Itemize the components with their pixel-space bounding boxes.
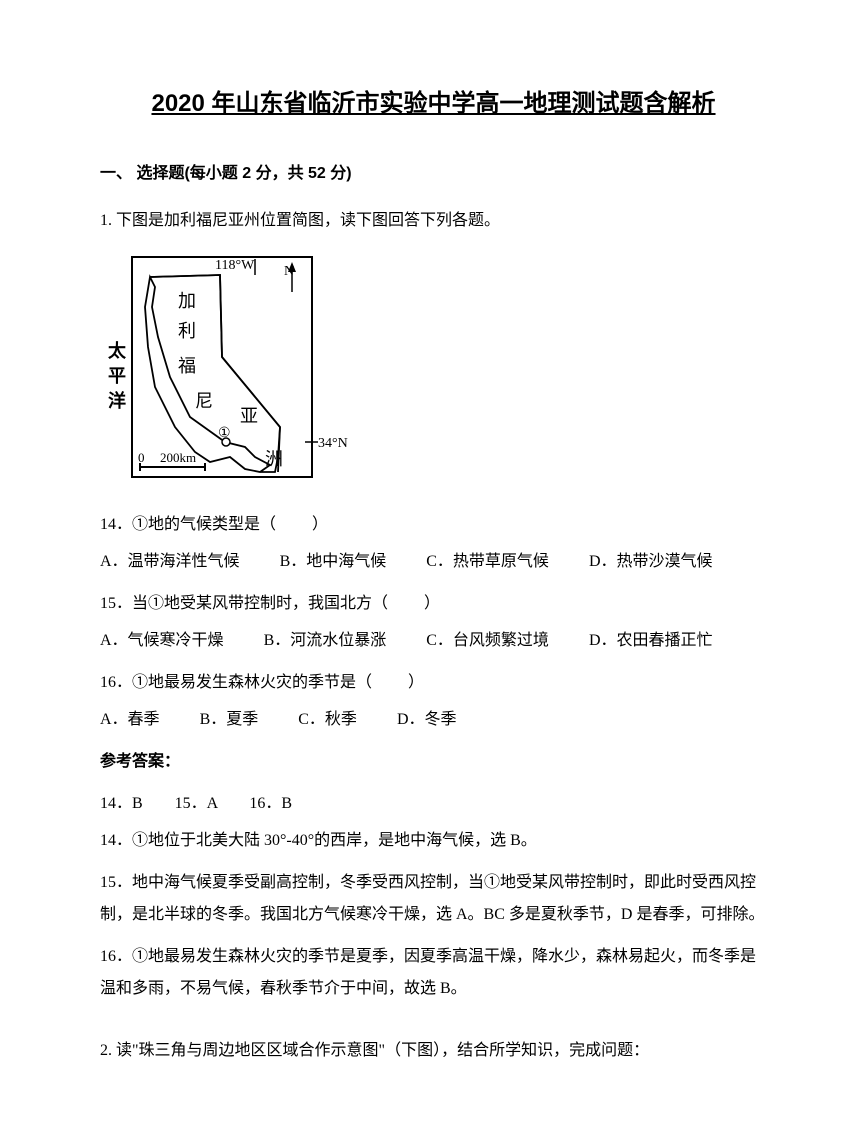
q14-stem: 14．①地的气候类型是（ ）: [100, 509, 767, 541]
svg-text:亚: 亚: [240, 406, 258, 426]
svg-text:①: ①: [218, 426, 231, 441]
exp15: 15．地中海气候夏季受副高控制，冬季受西风控制，当①地受某风带控制时，即此时受西…: [100, 867, 767, 931]
q15-opt-c: C．台风频繁过境: [426, 625, 549, 657]
svg-text:加: 加: [178, 291, 196, 311]
svg-text:洲: 洲: [265, 449, 283, 469]
answers: 14．B 15．A 16．B: [100, 788, 767, 820]
svg-text:0: 0: [138, 450, 145, 465]
svg-text:福: 福: [178, 356, 196, 376]
q15-stem: 15．当①地受某风带控制时，我国北方（ ）: [100, 588, 767, 620]
q15-opt-a: A．气候寒冷干燥: [100, 625, 224, 657]
q16-opt-d: D．冬季: [397, 704, 457, 736]
svg-text:洋: 洋: [108, 390, 126, 411]
q15-opt-b: B．河流水位暴涨: [264, 625, 387, 657]
q14-opt-d: D．热带沙漠气候: [589, 546, 713, 578]
q16-opt-c: C．秋季: [298, 704, 357, 736]
exp14: 14．①地位于北美大陆 30°-40°的西岸，是地中海气候，选 B。: [100, 825, 767, 857]
exp16: 16．①地最易发生森林火灾的季节是夏季，因夏季高温干燥，降水少，森林易起火，而冬…: [100, 941, 767, 1005]
section-header: 一、 选择题(每小题 2 分，共 52 分): [100, 158, 767, 190]
q14-opt-b: B．地中海气候: [280, 546, 387, 578]
svg-text:平: 平: [108, 366, 126, 386]
q15-opt-d: D．农田春播正忙: [589, 625, 713, 657]
q14-opt-a: A．温带海洋性气候: [100, 546, 240, 578]
q16-opt-b: B．夏季: [200, 704, 259, 736]
q14-opt-c: C．热带草原气候: [426, 546, 549, 578]
q2-intro: 2. 读"珠三角与周边地区区域合作示意图"（下图），结合所学知识，完成问题：: [100, 1035, 767, 1067]
answer-header: 参考答案：: [100, 746, 767, 778]
q16-opt-a: A．春季: [100, 704, 160, 736]
map-figure: 118°W N 加 利 福 尼 亚 洲 太 平 洋 ① 34°N 0 200km: [100, 247, 767, 499]
svg-text:尼: 尼: [195, 391, 213, 411]
svg-text:200km: 200km: [160, 450, 196, 465]
svg-text:太: 太: [108, 340, 127, 361]
q16-stem: 16．①地最易发生森林火灾的季节是（ ）: [100, 667, 767, 699]
q14-options: A．温带海洋性气候 B．地中海气候 C．热带草原气候 D．热带沙漠气候: [100, 546, 767, 578]
q15-options: A．气候寒冷干燥 B．河流水位暴涨 C．台风频繁过境 D．农田春播正忙: [100, 625, 767, 657]
map-longitude: 118°W: [215, 258, 255, 273]
svg-text:利: 利: [178, 321, 196, 341]
page-title: 2020 年山东省临沂市实验中学高一地理测试题含解析: [100, 80, 767, 128]
q16-options: A．春季 B．夏季 C．秋季 D．冬季: [100, 704, 767, 736]
q1-intro: 1. 下图是加利福尼亚州位置简图，读下图回答下列各题。: [100, 205, 767, 237]
svg-text:34°N: 34°N: [318, 436, 348, 451]
